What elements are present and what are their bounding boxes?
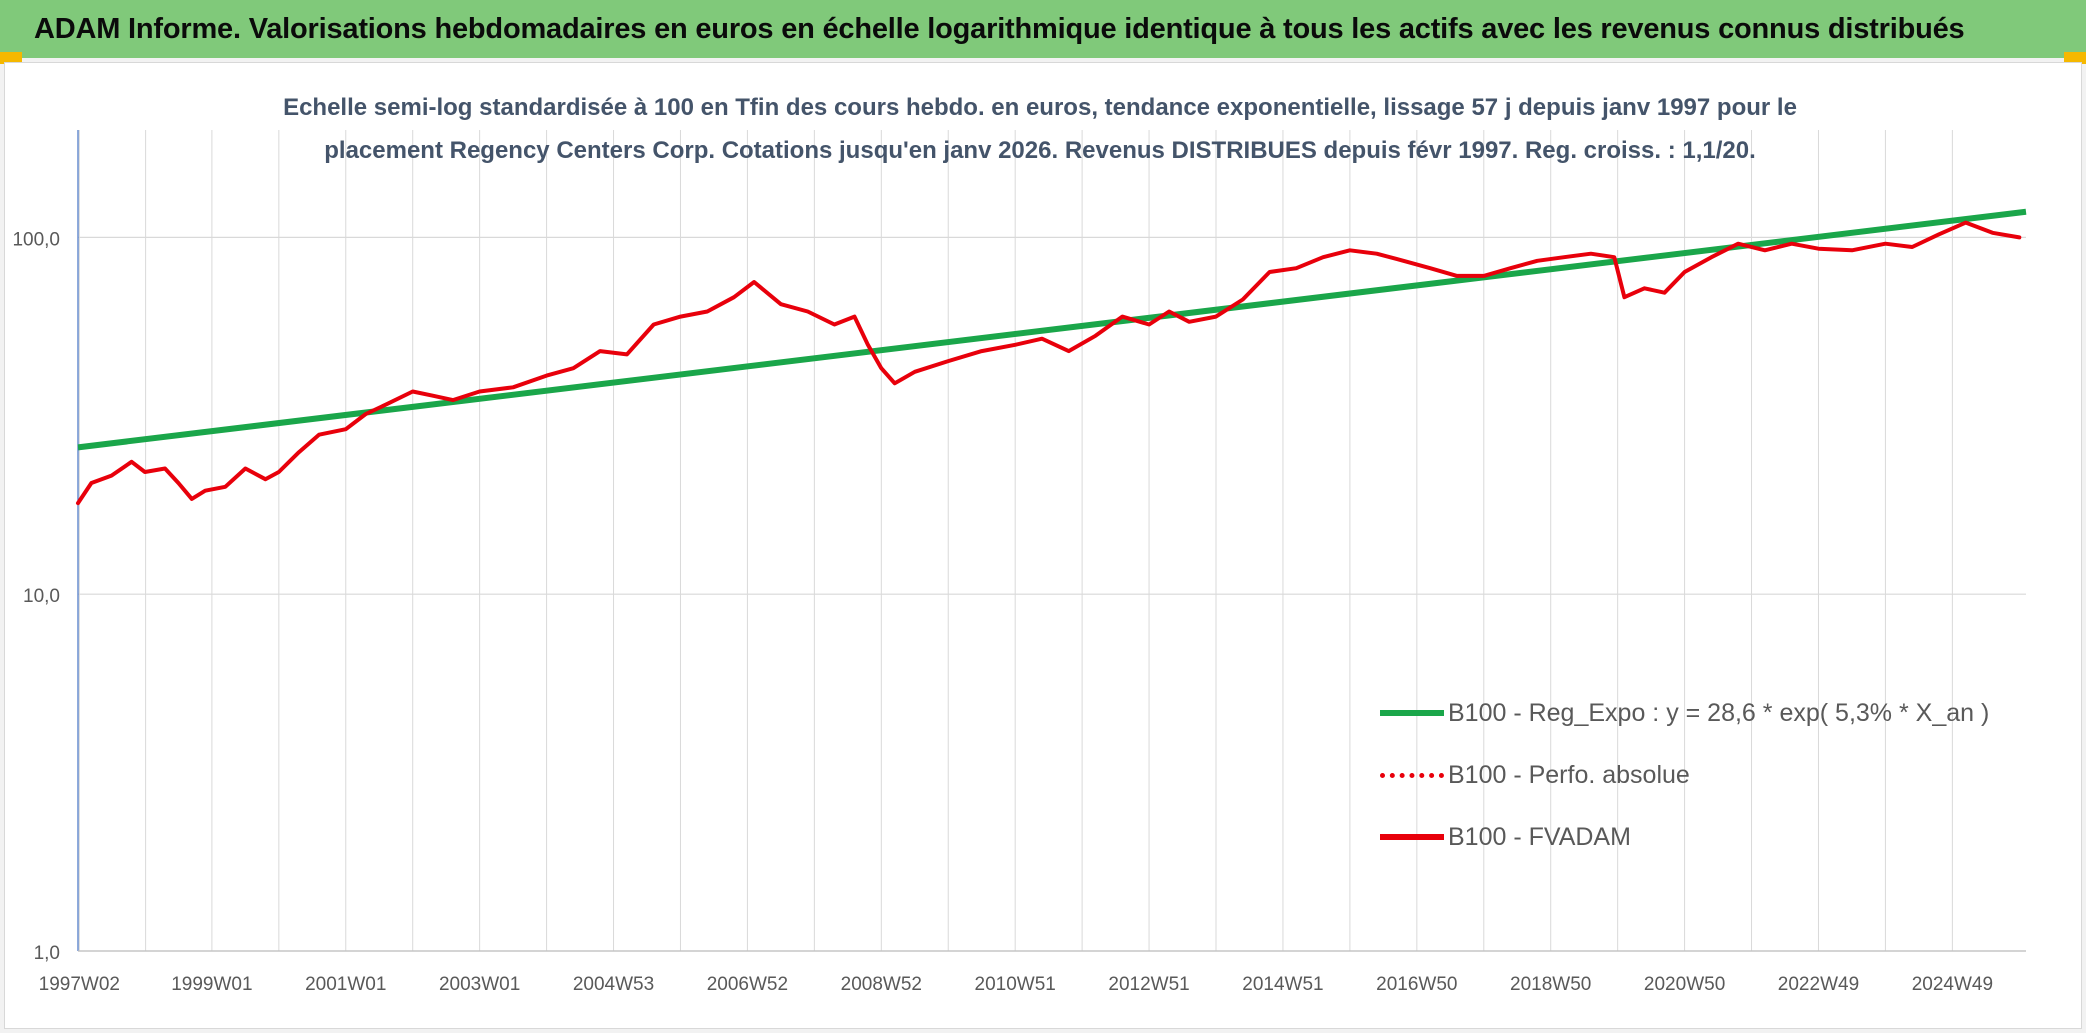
series-fvadam-line xyxy=(76,220,2022,506)
legend-swatch-fvadam xyxy=(1380,834,1444,840)
report-banner: ADAM Informe. Valorisations hebdomadaire… xyxy=(0,0,2086,58)
legend-swatch-perfo xyxy=(1380,772,1444,778)
corner-marker-left xyxy=(0,52,22,64)
x-tick-label: 2010W51 xyxy=(975,974,1056,995)
x-tick-label: 2022W49 xyxy=(1778,974,1859,995)
x-tick-label: 1999W01 xyxy=(171,974,252,995)
y-tick-label: 1,0 xyxy=(34,943,60,964)
legend-item-fvadam[interactable]: B100 - FVADAM xyxy=(1380,806,2020,868)
corner-marker-right xyxy=(2064,52,2086,64)
x-tick-label: 2024W49 xyxy=(1912,974,1993,995)
x-tick-label: 2016W50 xyxy=(1376,974,1457,995)
chart-subtitle-line-1: Echelle semi-log standardisée à 100 en T… xyxy=(283,94,1797,121)
x-tick-label: 2003W01 xyxy=(439,974,520,995)
legend-label-perfo: B100 - Perfo. absolue xyxy=(1448,760,1690,789)
legend-label-fvadam: B100 - FVADAM xyxy=(1448,822,1631,851)
legend-item-trend[interactable]: B100 - Reg_Expo : y = 28,6 * exp( 5,3% *… xyxy=(1380,682,2020,744)
legend-label-trend: B100 - Reg_Expo : y = 28,6 * exp( 5,3% *… xyxy=(1448,698,1990,727)
report-title: ADAM Informe. Valorisations hebdomadaire… xyxy=(34,12,1965,45)
x-tick-label: 2008W52 xyxy=(841,974,922,995)
y-tick-label: 10,0 xyxy=(23,586,60,607)
x-tick-label: 2020W50 xyxy=(1644,974,1725,995)
x-tick-label: 1997W02 xyxy=(39,974,120,995)
legend-swatch-trend xyxy=(1380,710,1444,716)
x-tick-label: 2012W51 xyxy=(1108,974,1189,995)
chart-subtitle: Echelle semi-log standardisée à 100 en T… xyxy=(200,86,1880,172)
legend-item-perfo[interactable]: B100 - Perfo. absolue xyxy=(1380,744,2020,806)
chart-legend: B100 - Reg_Expo : y = 28,6 * exp( 5,3% *… xyxy=(1380,682,2020,868)
y-tick-label: 100,0 xyxy=(12,229,60,250)
chart-frame xyxy=(4,62,2082,1029)
x-tick-label: 2006W52 xyxy=(707,974,788,995)
x-tick-label: 2014W51 xyxy=(1242,974,1323,995)
x-tick-label: 2018W50 xyxy=(1510,974,1591,995)
x-tick-label: 2004W53 xyxy=(573,974,654,995)
x-tick-label: 2001W01 xyxy=(305,974,386,995)
chart-subtitle-line-2: placement Regency Centers Corp. Cotation… xyxy=(324,137,1756,164)
series-reg-expo-line xyxy=(77,208,2027,451)
